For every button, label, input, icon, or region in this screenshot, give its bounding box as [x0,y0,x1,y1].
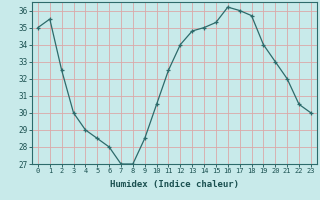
X-axis label: Humidex (Indice chaleur): Humidex (Indice chaleur) [110,180,239,189]
